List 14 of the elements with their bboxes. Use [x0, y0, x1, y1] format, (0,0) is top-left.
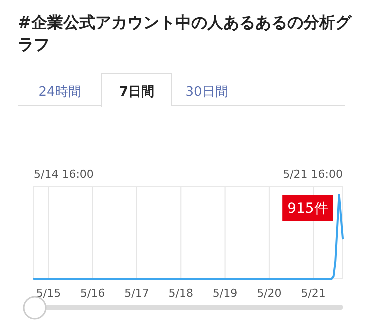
text: 5/21 16:00	[283, 168, 343, 181]
x-tick-label: 5/15	[36, 287, 62, 300]
x-tick-label: 5/21	[301, 287, 326, 300]
text: 7日間	[119, 85, 155, 100]
x-tick-label: 5/16	[80, 287, 106, 300]
x-tick-label: 5/20	[257, 287, 282, 300]
text: 24時間	[38, 85, 82, 100]
x-tick-label: 5/18	[168, 287, 194, 300]
annotation: 915件	[288, 201, 328, 217]
x-tick-label: 5/19	[212, 287, 238, 300]
x-tick-label: 5/17	[124, 287, 150, 300]
text: 5/14 16:00	[34, 168, 94, 181]
text: 30日間	[186, 85, 228, 100]
chart-title: #企業公式アカウント中の人あるあるの分析グラフ	[18, 13, 352, 54]
